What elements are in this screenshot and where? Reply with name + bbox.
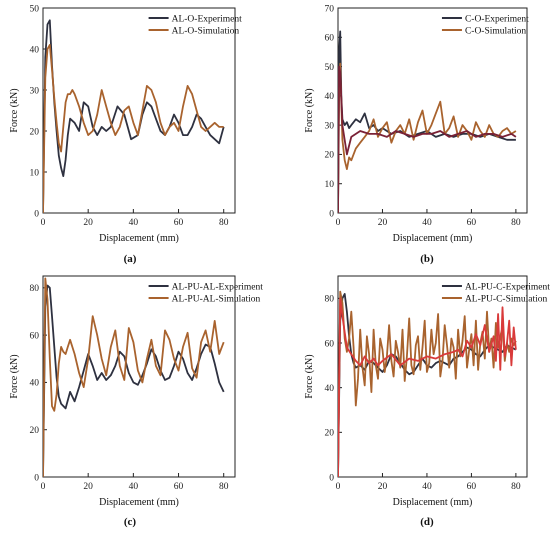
x-tick-label: 0 xyxy=(336,482,341,492)
x-tick-label: 40 xyxy=(422,218,432,228)
legend-entry: AL-PU-AL-Simulation xyxy=(172,295,261,305)
y-tick-label: 30 xyxy=(30,86,40,96)
series-line-1 xyxy=(43,284,225,477)
x-tick-label: 0 xyxy=(41,482,46,492)
chart-panel-3: 0 20 40 60 80 0 20 40 60 80 Displacement (mm) Force… xyxy=(9,275,264,528)
y-axis-label: Force (kN) xyxy=(9,354,20,398)
x-tick-label: 60 xyxy=(467,218,477,228)
x-tick-label: 80 xyxy=(511,218,521,228)
x-tick-label: 80 xyxy=(219,482,229,492)
y-tick-label: 50 xyxy=(30,4,40,14)
y-tick-label: 50 xyxy=(325,63,335,73)
x-tick-label: 60 xyxy=(174,218,184,228)
y-tick-label: 20 xyxy=(325,429,335,439)
series-line-2 xyxy=(338,290,517,477)
y-tick-label: 80 xyxy=(325,295,335,305)
x-tick-label: 40 xyxy=(129,218,139,228)
y-tick-label: 60 xyxy=(325,339,335,349)
panel-label: (c) xyxy=(124,516,137,528)
y-tick-label: 0 xyxy=(329,209,334,219)
y-tick-label: 0 xyxy=(34,473,39,483)
y-axis-label: Force (kN) xyxy=(304,88,315,132)
series-line-1 xyxy=(43,19,225,213)
x-axis-label: Displacement (mm) xyxy=(99,497,179,508)
plot-frame xyxy=(42,275,236,478)
legend-entry: AL-PU-AL-Experiment xyxy=(172,283,264,293)
chart-panel-1: 0 20 40 60 80 0 10 20 30 40 50 Displacement (mm) For… xyxy=(9,4,242,265)
x-tick-label: 60 xyxy=(467,482,477,492)
plot-frame xyxy=(42,7,236,214)
series-line-2 xyxy=(43,44,224,213)
y-tick-label: 10 xyxy=(325,180,335,190)
y-tick-label: 30 xyxy=(325,121,335,131)
x-tick-label: 80 xyxy=(219,218,229,228)
plot-frame xyxy=(337,275,528,478)
y-tick-label: 10 xyxy=(30,168,40,178)
y-tick-label: 80 xyxy=(30,284,40,294)
y-tick-label: 20 xyxy=(30,127,40,137)
x-tick-label: 0 xyxy=(41,218,46,228)
x-tick-label: 0 xyxy=(336,218,341,228)
x-tick-label: 20 xyxy=(83,218,93,228)
panel-label: (a) xyxy=(124,253,137,265)
x-tick-label: 20 xyxy=(83,482,93,492)
series-line-2 xyxy=(43,277,225,477)
legend-entry: AL-PU-C-Experiment xyxy=(465,283,550,293)
x-tick-label: 60 xyxy=(174,482,184,492)
y-axis-label: Force (kN) xyxy=(9,88,20,132)
y-tick-label: 20 xyxy=(325,151,335,161)
y-tick-label: 40 xyxy=(30,379,40,389)
series-line-3 xyxy=(338,297,517,477)
y-axis-label: Force (kN) xyxy=(304,354,315,398)
series-line-1 xyxy=(338,30,516,213)
chart-panel-4: 0 20 40 60 80 0 20 40 60 80 Displacement (mm) Force… xyxy=(304,275,550,528)
y-tick-label: 0 xyxy=(34,209,39,219)
plot-frame xyxy=(337,7,528,214)
y-tick-label: 40 xyxy=(325,384,335,394)
x-tick-label: 20 xyxy=(378,482,388,492)
series-line-2 xyxy=(338,62,517,213)
legend-entry: C-O-Experiment xyxy=(465,15,529,25)
y-tick-label: 20 xyxy=(30,426,40,436)
series-line-3 xyxy=(338,65,517,213)
y-tick-label: 40 xyxy=(325,92,335,102)
panel-label: (d) xyxy=(420,516,434,528)
x-tick-label: 20 xyxy=(378,218,388,228)
panel-label: (b) xyxy=(420,253,434,265)
y-tick-label: 60 xyxy=(30,331,40,341)
y-tick-label: 70 xyxy=(325,4,335,14)
x-tick-label: 40 xyxy=(129,482,139,492)
x-axis-label: Displacement (mm) xyxy=(393,233,473,244)
y-tick-label: 40 xyxy=(30,45,40,55)
legend-entry: C-O-Simulation xyxy=(465,27,526,37)
x-tick-label: 40 xyxy=(422,482,432,492)
y-tick-label: 0 xyxy=(329,473,334,483)
legend-entry: AL-PU-C-Simulation xyxy=(465,295,548,305)
legend-entry: AL-O-Simulation xyxy=(172,27,240,37)
y-tick-label: 60 xyxy=(325,34,335,44)
x-axis-label: Displacement (mm) xyxy=(99,233,179,244)
x-tick-label: 80 xyxy=(511,482,521,492)
chart-panel-2: 0 20 40 60 80 0 10 20 30 40 50 60 70 Displacement (mm… xyxy=(304,4,529,265)
legend-entry: AL-O-Experiment xyxy=(172,15,243,25)
x-axis-label: Displacement (mm) xyxy=(393,497,473,508)
